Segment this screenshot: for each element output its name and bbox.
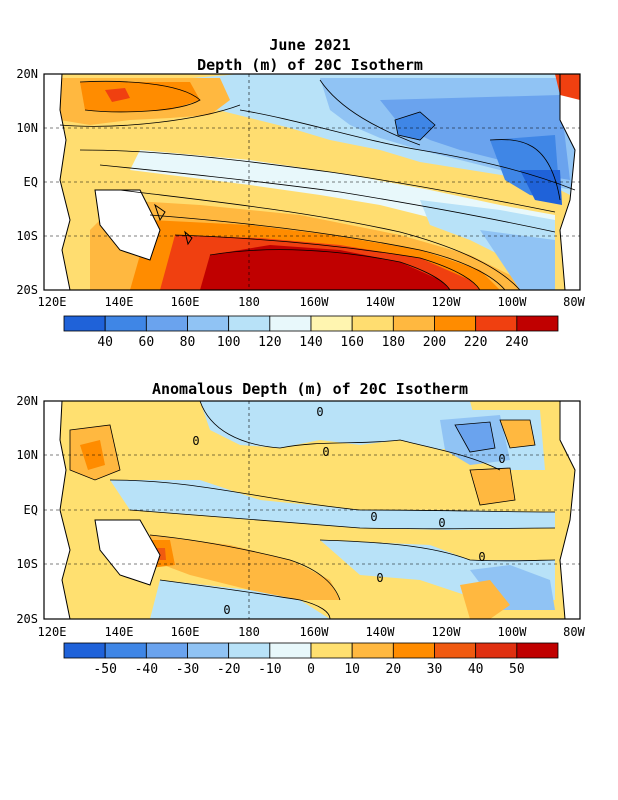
lat-tick: 20S [16, 283, 38, 297]
lon-tick: 140E [105, 295, 134, 309]
colorbar-swatch [145, 315, 188, 332]
depth-lat-axis: 20N 10N EQ 10S 20S [16, 67, 38, 297]
contour-label-zero: 0 [376, 571, 383, 585]
colorbar-label: 160 [340, 335, 363, 350]
lat-tick: EQ [24, 503, 38, 517]
lon-tick: 160W [300, 625, 330, 639]
figure-title: June 2021 [269, 36, 350, 54]
lon-tick: 180 [238, 295, 260, 309]
contour-label-zero: 0 [316, 405, 323, 419]
lat-tick: 10S [16, 557, 38, 571]
depth-lon-axis: 120E 140E 160E 180 160W 140W 120W 100W 8… [38, 295, 586, 309]
depth-colorbar: 40 60 80 100 120 140 160 180 200 220 240 [63, 315, 559, 350]
colorbar-label: 40 [97, 335, 113, 350]
lon-tick: 140E [105, 625, 134, 639]
colorbar-swatch [351, 315, 394, 332]
contour-label-zero: 0 [498, 452, 505, 466]
colorbar-swatch [392, 315, 435, 332]
lon-tick: 180 [238, 625, 260, 639]
colorbar-label: -10 [258, 662, 281, 677]
lon-tick: 160E [171, 295, 200, 309]
contour-label-zero: 0 [192, 434, 199, 448]
colorbar-swatch [475, 642, 518, 659]
colorbar-label: -40 [135, 662, 158, 677]
lat-tick: 20N [16, 67, 38, 81]
colorbar-label: 20 [386, 662, 402, 677]
colorbar-swatch [145, 642, 188, 659]
colorbar-swatch [475, 315, 518, 332]
colorbar-label: 40 [468, 662, 484, 677]
colorbar-label: 30 [427, 662, 443, 677]
colorbar-swatch [187, 642, 230, 659]
colorbar-swatch [310, 315, 353, 332]
colorbar-swatch [228, 315, 271, 332]
colorbar-label: 120 [258, 335, 281, 350]
contour-label-zero: 0 [322, 445, 329, 459]
anomaly-colorbar: -50 -40 -30 -20 -10 0 10 20 30 40 50 [63, 642, 559, 677]
lat-tick: 20N [16, 394, 38, 408]
colorbar-swatch [63, 642, 106, 659]
lon-tick: 140W [366, 295, 396, 309]
colorbar-swatch [434, 642, 477, 659]
lon-tick: 80W [563, 625, 585, 639]
colorbar-swatch [516, 642, 559, 659]
colorbar-label: 0 [307, 662, 315, 677]
colorbar-swatch [269, 315, 312, 332]
colorbar-swatch [228, 642, 271, 659]
panel-title-depth: Depth (m) of 20C Isotherm [197, 56, 423, 74]
panel-title-anomaly: Anomalous Depth (m) of 20C Isotherm [152, 380, 468, 398]
anomaly-lon-axis: 120E 140E 160E 180 160W 140W 120W 100W 8… [38, 625, 586, 639]
colorbar-swatch [310, 642, 353, 659]
colorbar-label: 240 [505, 335, 528, 350]
colorbar-label: 200 [423, 335, 446, 350]
depth-frame [43, 73, 581, 291]
colorbar-label: 140 [299, 335, 322, 350]
contour-label-zero: 0 [370, 510, 377, 524]
colorbar-label: -30 [176, 662, 199, 677]
colorbar-swatch [63, 315, 106, 332]
lon-tick: 140W [366, 625, 396, 639]
colorbar-swatch [104, 315, 147, 332]
lon-tick: 160E [171, 625, 200, 639]
colorbar-swatch [269, 642, 312, 659]
lon-tick: 120E [38, 295, 67, 309]
contour-label-zero: 0 [223, 603, 230, 617]
anomaly-lat-axis: 20N 10N EQ 10S 20S [16, 394, 38, 626]
lon-tick: 120W [432, 295, 462, 309]
lat-tick: 10N [16, 121, 38, 135]
colorbar-swatch [351, 642, 394, 659]
colorbar-label: 180 [382, 335, 405, 350]
colorbar-label: 60 [139, 335, 155, 350]
lon-tick: 120E [38, 625, 67, 639]
colorbar-swatch [434, 315, 477, 332]
anomaly-grid [44, 401, 580, 619]
lat-tick: 10N [16, 448, 38, 462]
colorbar-label: 80 [180, 335, 196, 350]
contour-label-zero: 0 [438, 516, 445, 530]
lon-tick: 160W [300, 295, 330, 309]
colorbar-swatch [187, 315, 230, 332]
colorbar-label: -50 [93, 662, 116, 677]
depth-grid [44, 74, 580, 290]
lon-tick: 100W [498, 295, 528, 309]
anomaly-frame [43, 400, 581, 620]
contour-label-zero: 0 [478, 550, 485, 564]
colorbar-label: 50 [509, 662, 525, 677]
colorbar-label: -20 [217, 662, 240, 677]
lon-tick: 120W [432, 625, 462, 639]
colorbar-swatch [392, 642, 435, 659]
colorbar-label: 100 [217, 335, 240, 350]
lon-tick: 80W [563, 295, 585, 309]
colorbar-swatch [104, 642, 147, 659]
lat-tick: 20S [16, 612, 38, 626]
lon-tick: 100W [498, 625, 528, 639]
colorbar-swatch [516, 315, 559, 332]
lat-tick: 10S [16, 229, 38, 243]
colorbar-label: 220 [464, 335, 487, 350]
colorbar-label: 10 [344, 662, 360, 677]
lat-tick: EQ [24, 175, 38, 189]
